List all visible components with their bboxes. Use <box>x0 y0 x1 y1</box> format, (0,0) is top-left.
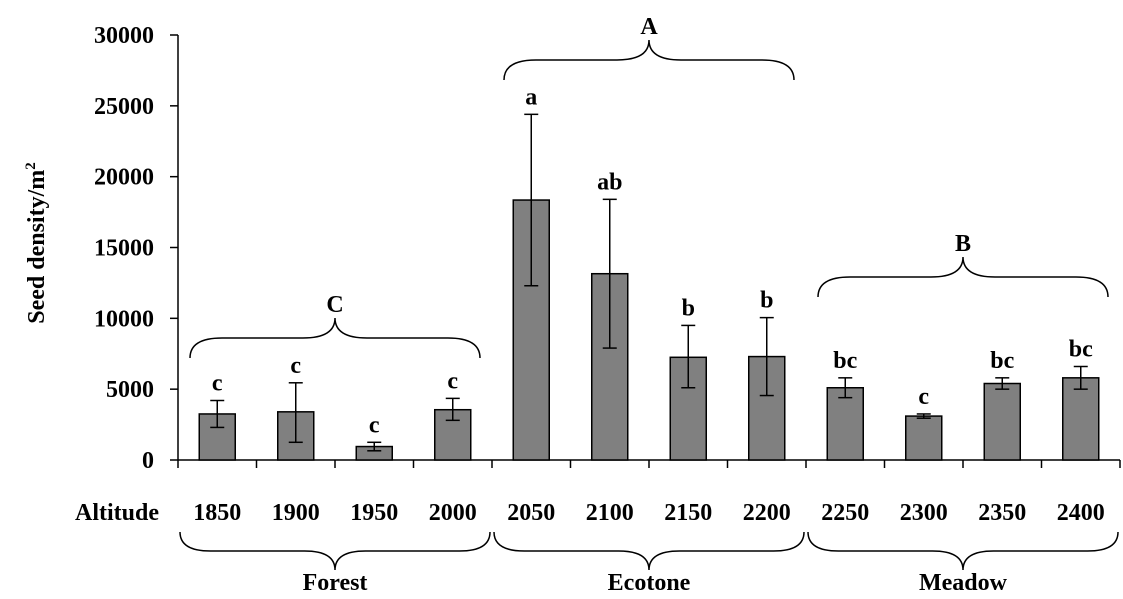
bar-letter-label: ab <box>597 169 622 195</box>
bar-letter-label: c <box>290 353 301 379</box>
y-tick-label: 30000 <box>94 23 154 49</box>
zone-braces: Forest Ecotone Meadow <box>180 532 1118 596</box>
bar-letter-label: c <box>447 368 458 394</box>
x-axis: 1850 1900 1950 2000 2050 2100 2150 2200 2250 2300… <box>178 460 1120 526</box>
group-label: C <box>326 292 343 318</box>
y-axis: 0 5000 10000 15000 20000 25000 30000 <box>94 23 178 474</box>
group-brace <box>190 318 480 358</box>
y-axis-title-superscript: 2 <box>23 162 39 170</box>
y-tick-label: 25000 <box>94 94 154 120</box>
zone-label: Meadow <box>919 570 1008 596</box>
x-tick-label: 1850 <box>193 500 241 526</box>
group-brace <box>504 40 794 80</box>
x-tick-label: 1950 <box>350 500 398 526</box>
group-label: B <box>955 231 971 257</box>
y-tick-label: 5000 <box>106 377 154 403</box>
x-tick-label: 2200 <box>743 500 791 526</box>
bar-letter-label: bc <box>990 348 1014 374</box>
y-tick-label: 10000 <box>94 306 154 332</box>
data-labels: c c c c a ab b b bc c bc bc <box>212 84 1093 438</box>
zone-brace <box>494 532 804 570</box>
y-tick-label: 0 <box>142 448 154 474</box>
x-tick-label: 1900 <box>272 500 320 526</box>
x-tick-label: 2400 <box>1057 500 1105 526</box>
zone-brace <box>808 532 1118 570</box>
bar-letter-label: a <box>525 84 537 110</box>
x-tick-label: 2250 <box>821 500 869 526</box>
y-tick-label: 20000 <box>94 165 154 191</box>
bar <box>906 416 942 460</box>
bar-letter-label: b <box>760 288 773 314</box>
bar <box>827 388 863 460</box>
x-tick-label: 2350 <box>978 500 1026 526</box>
error-bars <box>210 114 1088 450</box>
y-tick-label: 15000 <box>94 236 154 262</box>
bar <box>1063 378 1099 460</box>
bar <box>984 384 1020 461</box>
group-brace <box>818 257 1108 297</box>
bar-letter-label: c <box>212 371 223 397</box>
x-tick-label: 2100 <box>586 500 634 526</box>
bar-letter-label: c <box>918 384 929 410</box>
x-tick-label: 2050 <box>507 500 555 526</box>
x-tick-label: 2000 <box>429 500 477 526</box>
group-label: A <box>640 14 658 40</box>
x-tick-label: 2300 <box>900 500 948 526</box>
y-axis-title-text: Seed density/m <box>24 170 50 324</box>
group-braces: C A B <box>190 14 1108 358</box>
x-axis-title: Altitude <box>75 500 159 526</box>
bar-letter-label: b <box>682 295 695 321</box>
bar-letter-label: c <box>369 412 380 438</box>
x-tick-label: 2150 <box>664 500 712 526</box>
zone-label: Ecotone <box>608 570 691 596</box>
zone-label: Forest <box>303 570 368 596</box>
bar-letter-label: bc <box>833 348 857 374</box>
zone-brace <box>180 532 490 570</box>
bar-letter-label: bc <box>1069 337 1093 363</box>
y-axis-title: Seed density/m2 <box>23 162 50 324</box>
